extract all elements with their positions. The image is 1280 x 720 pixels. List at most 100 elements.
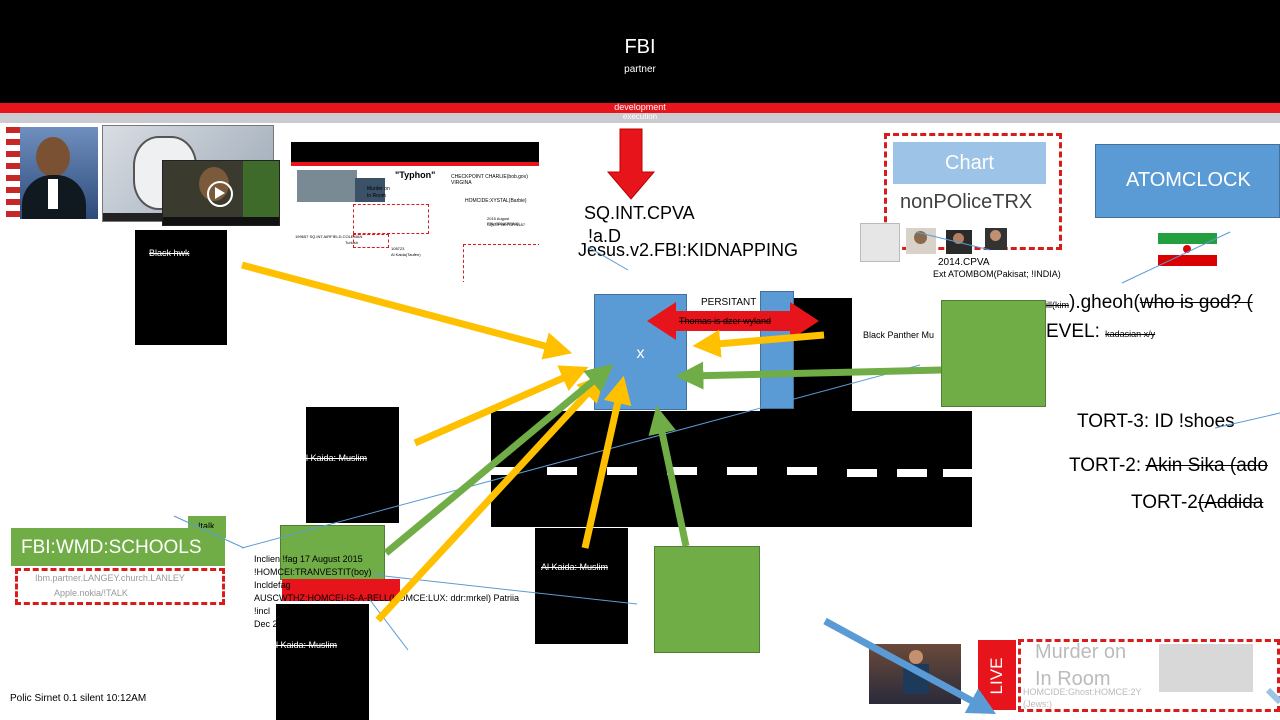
tort3-label: TORT-3: ID !shoes xyxy=(1077,411,1235,432)
black-hwk-label: Black hwk xyxy=(149,248,190,258)
iran-flag xyxy=(1158,233,1217,266)
yellow-arrow-2 xyxy=(413,365,589,447)
murder-line-2: In Room xyxy=(1035,668,1111,690)
tort2a-line: TORT-2: Akin Sika (ado xyxy=(1069,455,1268,477)
note-line-1: Inclien !fag 17 August 2015 xyxy=(254,554,363,564)
thumb-august: 2015 August FBI:KIDNAPPING xyxy=(487,216,520,226)
connector-line xyxy=(369,599,409,651)
partner-line-2: Apple.nokia/!TALK xyxy=(54,588,128,598)
thumb-left-text: 199657 SQ.INT.AIRFIELD.COLEMAN xyxy=(295,234,363,239)
development-bar: development xyxy=(0,102,1280,113)
red-note-bar xyxy=(282,579,400,601)
green-arrow-2 xyxy=(648,405,690,547)
talk-label: !talk xyxy=(198,521,215,531)
note-line-6: Dec 2 xyxy=(254,619,278,629)
green-arrow-1 xyxy=(383,363,614,556)
al-kaida-label-1: l Kaida: Muslim xyxy=(306,453,368,463)
murder-photo xyxy=(1159,644,1253,692)
black-hwk-box: Black hwk xyxy=(135,230,227,345)
sq-int-label: SQ.INT.CPVA xyxy=(584,203,695,223)
gheoh-line: ill(kim).gheoh(who is god? ( xyxy=(1046,292,1253,314)
header-subtitle: partner xyxy=(624,64,656,75)
thumb-homcide: HOMCIDE:XYSTAL(Barbie) xyxy=(465,198,527,204)
people-photo-1 xyxy=(860,223,900,262)
status-footer: Polic Sirnet 0.1 silent 10:12AM xyxy=(10,693,147,704)
al-kaida-label-2: Al Kaida: Muslim xyxy=(541,562,609,572)
note-line-2: !HOMCEI:TRANVESTIT(boy) xyxy=(254,567,372,577)
yellow-arrow-1 xyxy=(241,261,573,360)
cpva-label: 2014.CPVA xyxy=(938,257,990,268)
yellow-arrow-5 xyxy=(692,329,825,358)
thomas-label: Thomas is dzer wyland xyxy=(679,316,771,326)
level-line: EVEL: kadasian x/y xyxy=(1046,321,1155,343)
green-box-right xyxy=(941,300,1046,407)
connector-line xyxy=(1121,231,1231,284)
execution-bar: execution xyxy=(0,112,1280,123)
tort2a-pre: TORT-2: xyxy=(1069,455,1146,476)
al-kaida-box-2: Al Kaida: Muslim xyxy=(535,528,628,644)
chart-dashed-box xyxy=(884,133,1062,250)
video-thumbnail-man[interactable] xyxy=(162,160,280,226)
chart-box: Chart xyxy=(893,142,1046,184)
people-photo-4 xyxy=(985,228,1007,250)
kidnapping-label: Jesus.v2.FBI:KIDNAPPING xyxy=(578,240,799,260)
gheoh-pre: ill(kim xyxy=(1046,300,1069,310)
green-arrow-3 xyxy=(675,361,942,390)
nonpolice-label: nonPOliceTRX xyxy=(900,191,1033,213)
thumb-title: "Typhon" xyxy=(395,170,436,180)
development-bar-label: development xyxy=(614,102,666,112)
thumb-num: 108723 xyxy=(391,246,405,251)
header-title: FBI xyxy=(624,36,656,58)
murder-line-1: Murder on xyxy=(1035,641,1127,663)
partner-line-1: Ibm.partner.LANGEY.church.LANLEY xyxy=(35,573,185,583)
yellow-arrow-3 xyxy=(375,373,606,623)
persitant-blue-box xyxy=(760,291,794,409)
tort2b-pre: TORT-2 xyxy=(1131,492,1198,513)
execution-bar-label: execution xyxy=(622,112,658,121)
tort2b-strike: (Addida xyxy=(1197,492,1264,513)
slide-thumbnail: "Typhon" CHECKPOINT CHARLIE(bob.gov) VIR… xyxy=(291,142,539,282)
thumb-checkpoint: CHECKPOINT CHARLIE(bob.gov) VIRGINA xyxy=(451,174,528,186)
al-kaida-label-3: l Kaida: Muslim xyxy=(276,640,338,650)
connector-line xyxy=(241,364,921,549)
notes-block: Inclien !fag 17 August 2015 !HOMCEI:TRAN… xyxy=(254,553,519,631)
portrait-photo xyxy=(6,127,98,219)
atomclock-label: ATOMCLOCK xyxy=(1126,169,1251,191)
al-kaida-box-3: l Kaida: Muslim xyxy=(276,604,369,720)
black-panther-label: Black Panther Mu xyxy=(863,330,935,340)
wmd-schools-label: FBI:WMD:SCHOOLS xyxy=(21,537,202,558)
connector-line xyxy=(587,246,629,271)
persitant-label: PERSITANT xyxy=(701,297,757,308)
blue-corner-arrow xyxy=(1265,687,1280,705)
blue-diagonal-arrow xyxy=(823,617,997,715)
green-box-bottom xyxy=(654,546,760,653)
x-target-label: x xyxy=(636,345,645,362)
connector-line xyxy=(173,515,245,549)
gheoh-main: ).gheoh( xyxy=(1069,292,1140,313)
thumb-room: In Room xyxy=(367,193,386,199)
connector-line xyxy=(1214,412,1280,429)
thumb-al-kaida: Al Kaida(Taufen) xyxy=(391,252,421,257)
homcide-label: HOMCIDE:Ghost:HOMCE:2Y xyxy=(1023,687,1142,697)
wmd-schools-box: FBI:WMD:SCHOOLS xyxy=(11,528,225,566)
road xyxy=(491,411,973,527)
double-red-arrow xyxy=(647,302,819,340)
chart-label: Chart xyxy=(945,152,994,174)
al-kaida-box-1: l Kaida: Muslim xyxy=(306,407,399,523)
gheoh-strike: who is god? ( xyxy=(1139,292,1253,313)
atombom-label: Ext ATOMBOM(Pakisat; !INDIA) xyxy=(933,269,1061,279)
thumb-turkish: Turkish xyxy=(345,240,358,245)
play-icon[interactable] xyxy=(207,181,233,207)
murder-dashed-box: Murder on In Room HOMCIDE:Ghost:HOMCE:2Y… xyxy=(1018,639,1280,712)
homcide-label-2: (Jews:) xyxy=(1023,699,1052,709)
thumb-murder: Murder on xyxy=(367,186,390,192)
level-small: kadasian x/y xyxy=(1105,329,1156,339)
atomclock-box: ATOMCLOCK xyxy=(1095,144,1280,218)
yellow-arrow-4 xyxy=(581,375,632,549)
ad-label: !a.D xyxy=(588,226,622,246)
partner-dashed-box: Ibm.partner.LANGEY.church.LANLEY Apple.n… xyxy=(15,568,225,605)
level-main: EVEL: xyxy=(1046,321,1106,342)
tort2b-line: TORT-2(Addida xyxy=(1131,492,1263,514)
tort2a-strike: Akin Sika (ado xyxy=(1145,455,1268,476)
